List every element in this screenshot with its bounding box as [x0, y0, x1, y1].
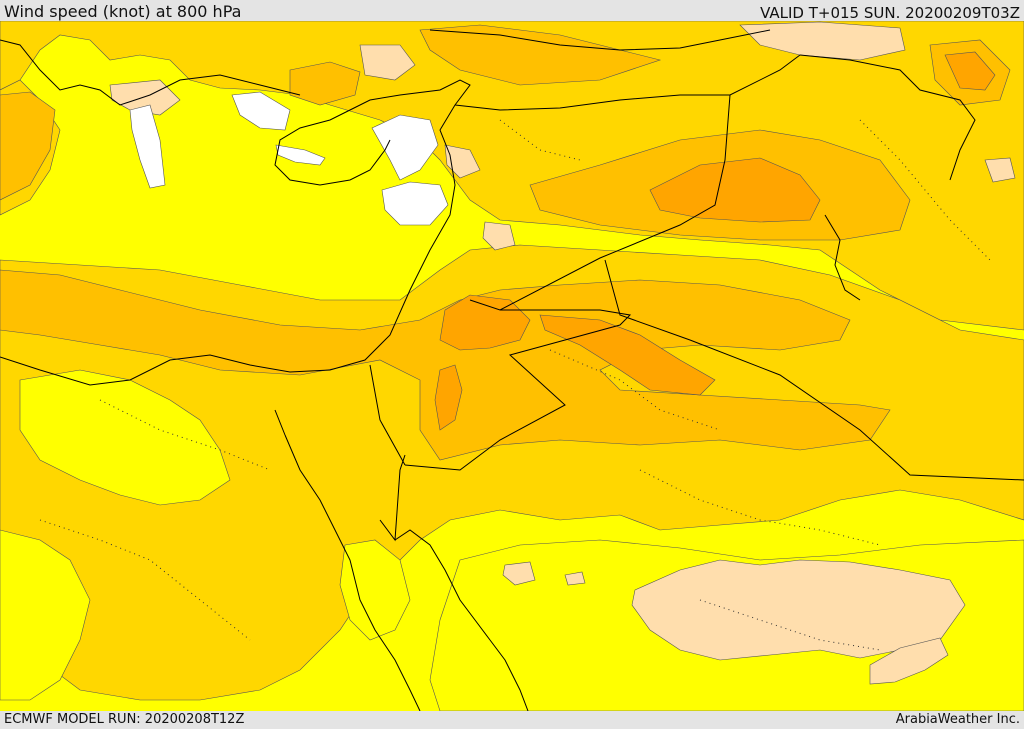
coastline-gulf: [824, 214, 861, 301]
wind-band-light-patch-2: [564, 571, 586, 586]
wind-band-light-patch-1: [502, 561, 536, 586]
wind-band-strong-iraq: [649, 157, 821, 223]
internal-boundaries: [39, 119, 991, 651]
wind-band-strong-negev: [434, 364, 463, 431]
wind-band-strong-iran: [944, 51, 996, 91]
wind-band-strong-jordan: [439, 294, 531, 351]
wind-band-fresh-north: [419, 24, 662, 86]
coastline-mediterranean: [0, 79, 471, 386]
wind-band-light-caspian: [739, 21, 906, 61]
wind-band-light-turkey-2: [359, 44, 416, 81]
wind-band-calm-crete: [275, 144, 326, 166]
credit-label: ArabiaWeather Inc.: [895, 712, 1020, 727]
wind-band-light-east: [984, 157, 1016, 183]
wind-band-calm-coast: [381, 181, 449, 226]
wind-band-calm-cyprus: [371, 114, 439, 181]
wind-speed-map: [0, 21, 1024, 711]
coastline-aegean: [0, 39, 301, 106]
model-run-label: ECMWF MODEL RUN: 20200208T12Z: [4, 712, 245, 727]
border-egypt-libya: [369, 364, 406, 466]
map-header: Wind speed (knot) at 800 hPa VALID T+015…: [0, 0, 1024, 22]
coastline-redsea-east: [394, 529, 529, 711]
wind-band-calm-anatolia: [231, 91, 291, 131]
wind-band-low-sinai: [19, 369, 231, 506]
wind-band-light-levant-2: [482, 221, 516, 251]
wind-band-light-oman: [869, 637, 949, 685]
map-title: Wind speed (knot) at 800 hPa: [4, 2, 242, 21]
wind-band-light-levant: [444, 144, 481, 179]
wind-band-moderate-north: [0, 21, 1024, 331]
border-iran-iraq: [799, 54, 976, 181]
wind-band-low-redsea: [339, 539, 411, 641]
valid-time-label: VALID T+015 SUN. 20200209T03Z: [760, 4, 1020, 22]
map-footer: ECMWF MODEL RUN: 20200208T12Z ArabiaWeat…: [0, 711, 1024, 729]
wind-band-calm-aegean: [129, 104, 166, 189]
wind-band-fresh-anatolia: [289, 61, 361, 106]
coastline-redsea-west: [284, 434, 421, 711]
border-turkey-syria: [454, 54, 801, 111]
border-iraq-saudi: [604, 259, 1024, 481]
coastline-black-sea: [429, 29, 771, 51]
border-jordan-saudi: [404, 309, 632, 471]
wind-band-low-egypt: [0, 529, 91, 701]
coastline-suez: [274, 409, 406, 542]
wind-band-fresh-west: [0, 91, 56, 201]
